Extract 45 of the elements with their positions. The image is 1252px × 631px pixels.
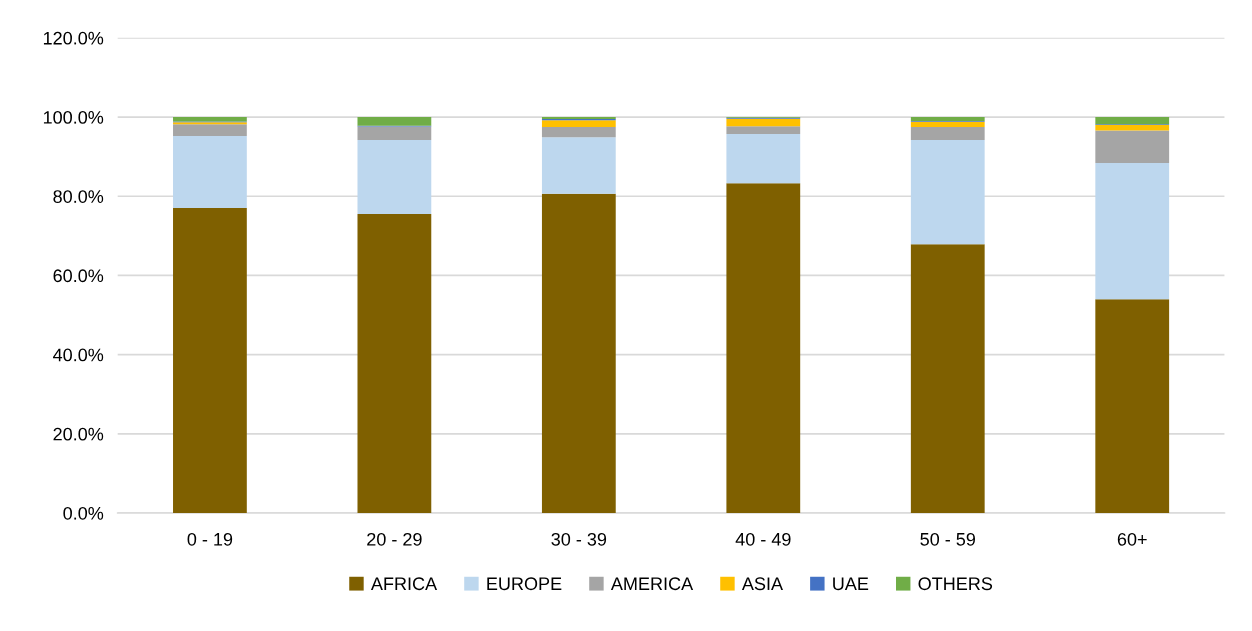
bar (726, 183, 801, 513)
bar (726, 126, 801, 135)
x-tick-label: 20 - 29 (367, 532, 422, 546)
bar (173, 124, 247, 137)
x-tick-label: 40 - 49 (735, 532, 791, 546)
bar (910, 121, 985, 127)
legend-label: EUROPE (487, 577, 562, 591)
bar (910, 140, 985, 245)
y-tick-label: 80.0% (53, 190, 104, 203)
bar (357, 140, 432, 215)
bar (726, 134, 801, 184)
legend-label: UAE (833, 577, 869, 591)
bar (541, 120, 616, 127)
y-tick-label: 40.0% (53, 348, 104, 362)
x-tick-label: 50 - 59 (920, 532, 976, 546)
bar (1095, 124, 1170, 131)
bar (1095, 130, 1170, 163)
bar (1095, 117, 1170, 125)
y-tick-label: 120.0% (43, 31, 104, 45)
bar (910, 244, 985, 513)
y-tick-label: 100.0% (43, 110, 104, 124)
x-tick-label: 60+ (1117, 532, 1147, 546)
bar (173, 117, 247, 122)
bar (541, 126, 616, 138)
bar (357, 117, 432, 126)
legend-label: AMERICA (610, 577, 694, 591)
y-tick-label: 0.0% (63, 506, 104, 520)
bar (173, 136, 247, 209)
bar (357, 214, 432, 513)
bar (541, 193, 616, 513)
legend-label: ASIA (741, 577, 783, 591)
legend-label: OTHERS (918, 577, 993, 591)
bar (910, 117, 985, 122)
y-tick-label: 60.0% (53, 269, 104, 283)
bar (1095, 299, 1170, 513)
bar (173, 208, 247, 513)
x-tick-label: 0 - 19 (187, 532, 233, 546)
bar (541, 137, 616, 194)
legend-label: AFRICA (370, 577, 438, 591)
y-tick-label: 20.0% (53, 427, 104, 441)
bar (1095, 162, 1170, 300)
bar (357, 126, 432, 141)
bar (910, 126, 985, 141)
bar (726, 118, 801, 127)
x-tick-label: 30 - 39 (551, 532, 607, 546)
